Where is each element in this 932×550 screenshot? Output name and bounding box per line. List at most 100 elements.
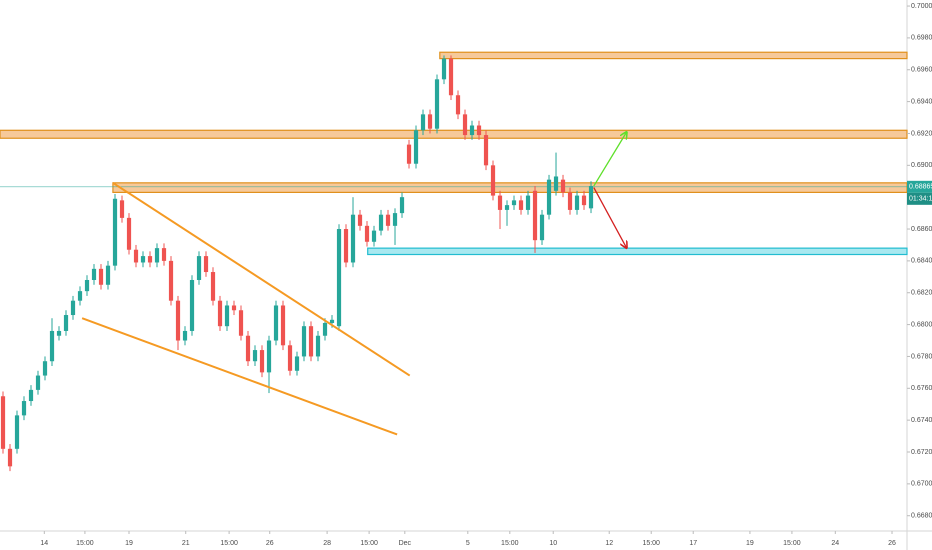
x-tick-label: 15:00 bbox=[783, 540, 801, 547]
candle-body bbox=[350, 214, 356, 263]
candle-body bbox=[140, 256, 146, 263]
candle-body bbox=[371, 230, 377, 242]
candle-body bbox=[175, 300, 181, 341]
candle-body bbox=[315, 335, 321, 357]
candle-body bbox=[448, 58, 454, 96]
candle-body bbox=[21, 401, 27, 416]
candle-body bbox=[245, 335, 251, 362]
candle-body bbox=[420, 114, 426, 131]
candle-body bbox=[182, 330, 188, 341]
candle-body bbox=[525, 195, 531, 210]
arrow bbox=[593, 132, 627, 187]
candle-body bbox=[392, 213, 398, 226]
candle-body bbox=[581, 195, 587, 206]
x-tick-label: 28 bbox=[323, 540, 331, 547]
x-tick-label: 26 bbox=[266, 540, 274, 547]
countdown-badge bbox=[907, 192, 932, 205]
arrow bbox=[593, 187, 627, 249]
candle-body bbox=[35, 375, 41, 390]
candle-body bbox=[532, 190, 538, 241]
candle-body bbox=[378, 214, 384, 231]
countdown-label: 01:34:12 bbox=[909, 196, 932, 203]
candle-body bbox=[77, 291, 83, 301]
candle-body bbox=[210, 272, 216, 301]
candle-body bbox=[441, 58, 447, 80]
candle-body bbox=[574, 195, 580, 210]
x-tick-label: 26 bbox=[888, 540, 896, 547]
x-tick-label: 19 bbox=[746, 540, 754, 547]
candle-body bbox=[567, 192, 573, 210]
candle-body bbox=[203, 256, 209, 273]
candle-body bbox=[147, 256, 153, 263]
candle-body bbox=[329, 319, 335, 323]
candle-body bbox=[189, 279, 195, 331]
candle-body bbox=[154, 248, 160, 263]
candle-body bbox=[168, 260, 174, 301]
candle-body bbox=[546, 179, 552, 215]
candle-body bbox=[133, 249, 139, 263]
candle-body bbox=[0, 396, 6, 449]
x-tick-label: 5 bbox=[466, 540, 470, 547]
candle-body bbox=[98, 268, 104, 285]
candle-body bbox=[231, 305, 237, 311]
candle-body bbox=[301, 326, 307, 357]
x-tick-label: 15:00 bbox=[76, 540, 94, 547]
candle-body bbox=[399, 197, 405, 214]
candle-body bbox=[434, 79, 440, 129]
x-tick-label: 15:00 bbox=[360, 540, 378, 547]
zone bbox=[112, 182, 908, 193]
candle-body bbox=[56, 330, 62, 336]
candle-body bbox=[259, 350, 265, 373]
x-tick-label: 15:00 bbox=[501, 540, 519, 547]
candle-body bbox=[336, 229, 342, 327]
x-tick-label: 19 bbox=[125, 540, 133, 547]
candle-body bbox=[294, 356, 300, 371]
candle-body bbox=[266, 340, 272, 373]
candle-body bbox=[406, 144, 412, 164]
candle-body bbox=[49, 330, 55, 362]
candle-body bbox=[504, 205, 510, 210]
candle-body bbox=[84, 279, 90, 292]
trend-line bbox=[112, 182, 411, 377]
x-tick-label: 15:00 bbox=[220, 540, 238, 547]
candle-body bbox=[161, 248, 167, 261]
zone bbox=[439, 51, 908, 60]
candle-body bbox=[497, 195, 503, 210]
candle-body bbox=[70, 300, 76, 316]
candle-body bbox=[483, 135, 489, 166]
zone bbox=[367, 247, 908, 256]
last-price-label: 0.68865 bbox=[909, 184, 932, 191]
candle-body bbox=[469, 125, 475, 136]
candle-body bbox=[343, 229, 349, 263]
trend-line bbox=[81, 317, 398, 436]
candle-body bbox=[322, 322, 328, 336]
candle-body bbox=[539, 214, 545, 241]
candle-body bbox=[553, 176, 559, 191]
candle-body bbox=[455, 95, 461, 115]
candle-body bbox=[511, 200, 517, 206]
candle-body bbox=[252, 350, 258, 362]
last-price-badge bbox=[907, 180, 932, 193]
x-tick-label: 21 bbox=[182, 540, 190, 547]
candle-body bbox=[126, 217, 132, 250]
candle-body bbox=[427, 114, 433, 129]
candle-body bbox=[462, 114, 468, 136]
candle-body bbox=[238, 310, 244, 336]
x-tick-label: 10 bbox=[549, 540, 557, 547]
candle-body bbox=[105, 265, 111, 285]
candle-body bbox=[273, 305, 279, 341]
